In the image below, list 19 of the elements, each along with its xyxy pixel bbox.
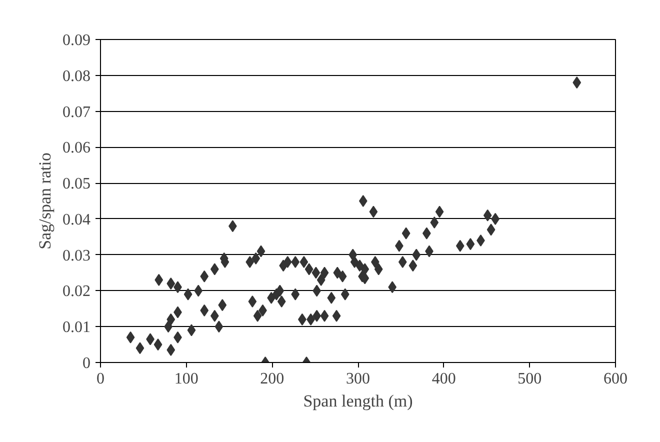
y-tick-label: 0.05 [62, 176, 90, 193]
x-tick-label: 0 [96, 370, 104, 388]
y-tick-label: 0.01 [62, 319, 90, 336]
y-tick-label: 0.03 [62, 247, 90, 264]
x-axis-title: Span length (m) [303, 392, 413, 410]
x-tick-label: 500 [518, 370, 542, 388]
y-tick-label: 0 [82, 355, 90, 372]
y-tick-label: 0.07 [62, 104, 90, 121]
x-tick-label: 400 [432, 370, 456, 388]
y-tick-label: 0.02 [62, 283, 90, 300]
y-axis-title: Sag/span ratio [36, 152, 54, 250]
x-tick-label: 200 [260, 370, 284, 388]
y-tick-label: 0.04 [62, 211, 90, 228]
y-tick-label: 0.06 [62, 140, 90, 157]
x-tick-label: 600 [604, 370, 628, 388]
x-tick-label: 300 [346, 370, 370, 388]
x-tick-label: 100 [174, 370, 198, 388]
y-tick-label: 0.08 [62, 68, 90, 85]
y-tick-label: 0.09 [62, 32, 90, 49]
